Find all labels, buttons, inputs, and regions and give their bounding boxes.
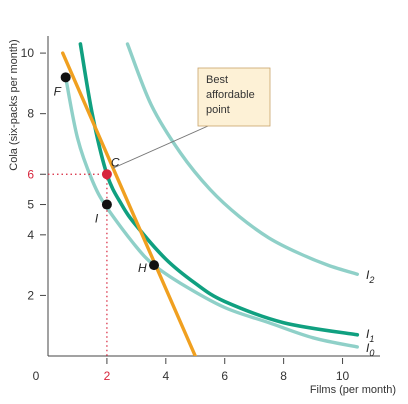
- point-label-f: F: [54, 84, 62, 98]
- point-h: [149, 260, 160, 271]
- curve-label-i0: I0: [366, 341, 374, 358]
- callout-leader: [112, 125, 209, 169]
- point-i: [101, 199, 112, 210]
- callout-text-line: Best: [206, 74, 228, 86]
- point-f: [60, 72, 71, 83]
- x-tick-label: 6: [221, 369, 228, 383]
- text-layer: Cola (six-packs per month) Films (per mo…: [8, 39, 396, 396]
- x-tick-label: 8: [280, 369, 287, 383]
- curve-label-subscript: 2: [368, 275, 374, 285]
- y-tick-label: 6: [27, 167, 34, 181]
- y-tick-label: 4: [27, 228, 34, 242]
- x-tick-label: 2: [104, 369, 111, 383]
- curve-label-i2: I2: [366, 268, 374, 285]
- x-axis-label: Films (per month): [310, 384, 396, 396]
- point-label-h: H: [138, 261, 147, 275]
- curve-label-subscript: 0: [369, 348, 374, 358]
- x-tick-label: 4: [162, 369, 169, 383]
- y-tick-label: 2: [27, 288, 34, 302]
- point-c: [101, 169, 112, 180]
- plot-area: [40, 36, 380, 364]
- indifference-curve-i2: [125, 42, 359, 276]
- x-tick-label: 0: [33, 369, 40, 383]
- curve-label-subscript: 1: [369, 334, 374, 344]
- x-tick-label: 10: [336, 369, 350, 383]
- curve-label-i1: I1: [366, 327, 374, 344]
- callout-box: [197, 67, 271, 127]
- y-axis-label: Cola (six-packs per month): [8, 39, 20, 170]
- callout-text-line: affordable: [206, 89, 255, 101]
- y-tick-label: 5: [27, 198, 34, 212]
- y-tick-label: 10: [21, 46, 35, 60]
- point-label-i: I: [95, 212, 99, 226]
- point-label-c: C: [111, 155, 120, 169]
- budget-line: [61, 51, 197, 356]
- indifference-curve-i1: [78, 42, 360, 337]
- y-tick-label: 8: [27, 107, 34, 121]
- callout-text-line: point: [206, 104, 230, 116]
